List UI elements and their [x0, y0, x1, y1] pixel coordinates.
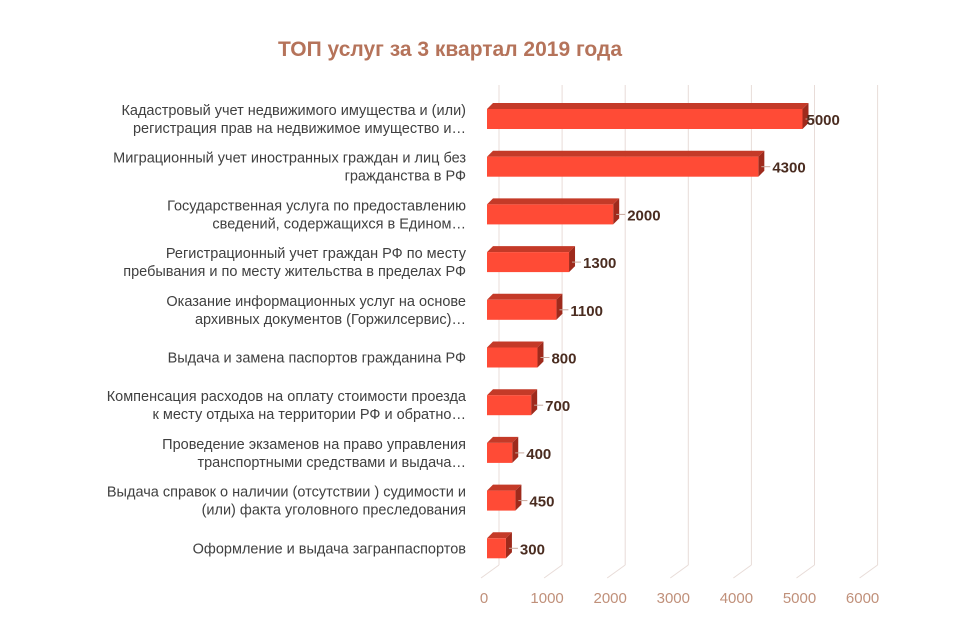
category-label: (или) факта уголовного преследования — [202, 503, 466, 519]
bar-group: 4300 Миграционный учет иностранных гражда… — [113, 150, 806, 185]
category-label: Проведение экзаменов на право управления — [162, 437, 466, 453]
x-tick-label: 4000 — [720, 590, 753, 607]
bar-top — [487, 198, 620, 205]
bar — [487, 109, 803, 129]
x-tick-label: 2000 — [594, 590, 627, 607]
x-tick-label: 5000 — [783, 590, 816, 607]
bar — [487, 395, 532, 416]
category-label: архивных документов (Горжилсервис)… — [195, 312, 466, 328]
data-label: 1300 — [583, 255, 616, 272]
x-tick-label: 0 — [480, 590, 488, 607]
bar — [487, 299, 557, 320]
bar — [487, 156, 759, 177]
bar-group: 1100 Оказание информационных услуг на осн… — [166, 293, 603, 328]
bar-top — [487, 484, 522, 491]
bar-group: 5000 Кадастровый учет недвижимого имущест… — [121, 103, 840, 137]
bar-side — [537, 341, 544, 368]
bar-top — [487, 293, 563, 300]
category-label: регистрация прав на недвижимое имущество… — [133, 121, 466, 137]
gridline-floor — [606, 564, 626, 579]
bar-side — [531, 389, 538, 416]
data-label: 450 — [529, 494, 554, 511]
bar-top — [487, 389, 538, 396]
bar-top — [487, 246, 576, 253]
data-label: 800 — [551, 351, 576, 368]
x-tick-label: 3000 — [657, 590, 690, 607]
category-label: Компенсация расходов на оплату стоимости… — [107, 389, 467, 405]
bar — [487, 490, 516, 511]
bar-group: 800 Выдача и замена паспортов гражданина … — [168, 341, 577, 368]
data-label: 1100 — [570, 303, 603, 320]
category-label: Миграционный учет иностранных граждан и … — [113, 151, 466, 167]
chart-title: ТОП услуг за 3 квартал 2019 года — [277, 38, 622, 61]
bar-side — [802, 103, 809, 129]
bar-group: 1300 Регистрационный учет граждан РФ по м… — [123, 246, 616, 280]
bar-side — [613, 198, 620, 225]
data-label: 700 — [545, 398, 570, 415]
category-label: Государственная услуга по предоставлению — [167, 198, 466, 214]
bar-side — [556, 293, 563, 320]
data-label: 400 — [526, 446, 551, 463]
category-label: Оказание информационных услуг на основе — [166, 294, 466, 310]
data-label: 4300 — [772, 160, 805, 177]
category-label: гражданства в РФ — [345, 169, 466, 185]
bar-top — [487, 532, 512, 539]
bar-top — [487, 103, 809, 109]
category-label: Оформление и выдача загранпаспортов — [193, 541, 467, 557]
category-label: транспортными средствами и выдача… — [197, 455, 466, 471]
x-tick-label: 6000 — [846, 590, 879, 607]
bar-group: 450 Выдача справок о наличии (отсутствии … — [107, 484, 554, 519]
gridline-floor — [670, 564, 689, 579]
bar-side — [569, 246, 576, 273]
data-label: 5000 — [807, 112, 840, 129]
gridline-floor — [480, 564, 500, 579]
bar — [487, 204, 614, 225]
category-label: к месту отдыха на территории РФ и обратн… — [153, 407, 467, 423]
data-label: 2000 — [627, 207, 660, 224]
category-label: сведений, содержащихся в Едином… — [212, 216, 466, 232]
bar — [487, 252, 570, 273]
data-label: 300 — [520, 541, 545, 558]
bar-group: 700 Компенсация расходов на оплату стоимо… — [107, 389, 570, 423]
gridline-floor — [859, 564, 878, 579]
category-label: Кадастровый учет недвижимого имущества и… — [121, 103, 466, 119]
bar — [487, 538, 506, 559]
gridline-floor — [733, 564, 752, 579]
bar-side — [512, 436, 519, 463]
bar-side — [515, 484, 522, 511]
category-label: Выдача справок о наличии (отсутствии ) с… — [107, 485, 466, 501]
gridline-floor — [543, 564, 563, 579]
bar-top — [487, 150, 765, 157]
gridline-floor — [796, 564, 815, 579]
category-label: Выдача и замена паспортов гражданина РФ — [168, 351, 466, 367]
x-tick-label: 1000 — [530, 590, 563, 607]
bar — [487, 347, 538, 368]
bar-group: 400 Проведение экзаменов на право управле… — [162, 436, 551, 471]
bar-top — [487, 436, 519, 443]
bar-side — [505, 532, 512, 559]
bar — [487, 442, 513, 463]
bar-group: 2000 Государственная услуга по предоставл… — [167, 198, 661, 232]
category-label: пребывания и по месту жительства в преде… — [123, 264, 466, 280]
bar-group: 300 Оформление и выдача загранпаспортов — [193, 532, 545, 559]
bar-top — [487, 341, 544, 348]
category-label: Регистрационный учет граждан РФ по месту — [166, 246, 467, 262]
bar-side — [758, 150, 765, 177]
